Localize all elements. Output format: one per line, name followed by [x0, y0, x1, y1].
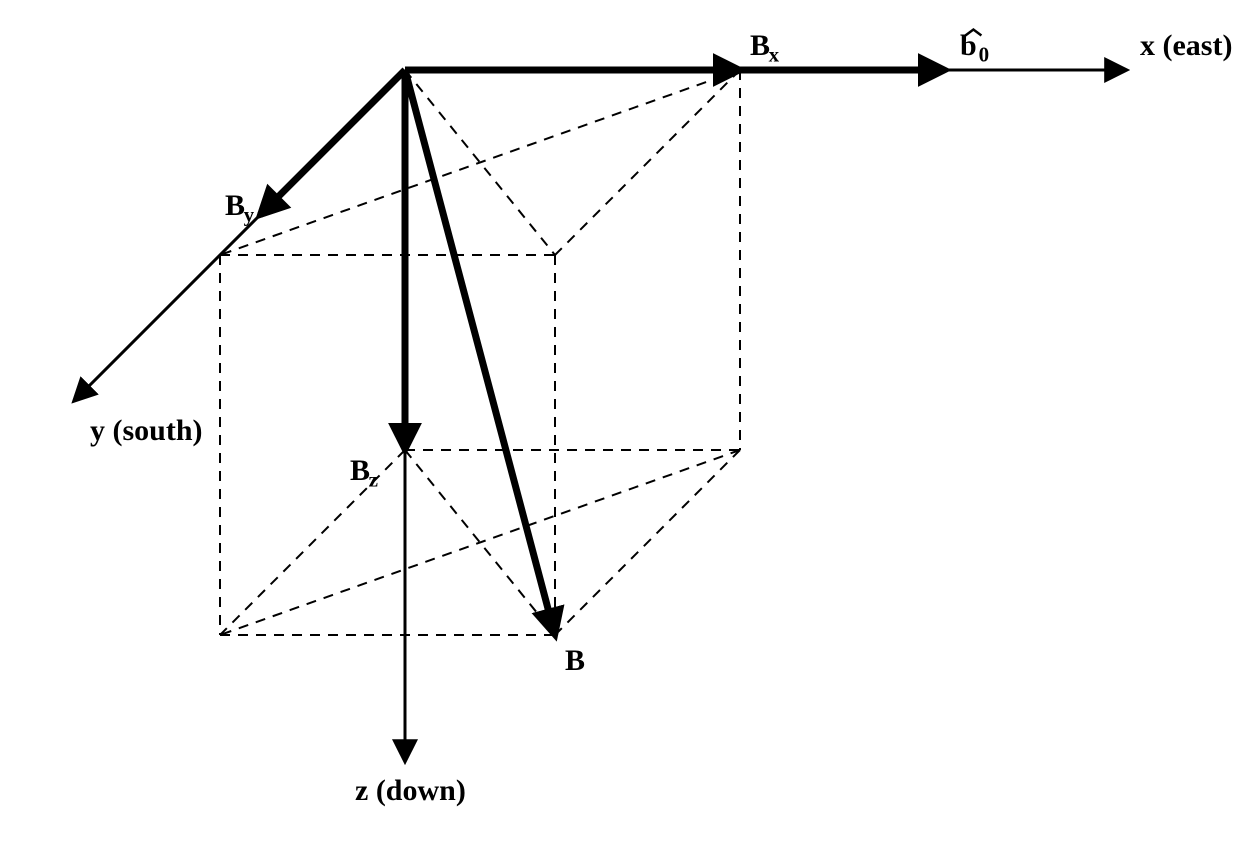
svg-text:x: x: [769, 43, 780, 67]
label-b0: b0: [960, 29, 989, 67]
svg-text:x (east): x (east): [1140, 29, 1232, 62]
label-x_axis: x (east): [1140, 29, 1232, 62]
svg-text:B: B: [565, 644, 585, 677]
svg-text:B: B: [750, 29, 770, 62]
label-Bx: Bx: [750, 29, 780, 67]
vector-diagram: x (east)y (south)z (down)BxByBzBb0: [0, 0, 1240, 842]
svg-text:B: B: [225, 189, 245, 222]
svg-text:y (south): y (south): [90, 414, 203, 447]
svg-text:0: 0: [979, 43, 990, 67]
label-y_axis: y (south): [90, 414, 203, 447]
vector-B: [405, 70, 555, 635]
label-z_axis: z (down): [355, 774, 466, 807]
label-By: By: [225, 189, 255, 227]
svg-text:z: z: [369, 468, 378, 492]
svg-text:B: B: [350, 454, 370, 487]
svg-text:z (down): z (down): [355, 774, 466, 807]
label-Bz: Bz: [350, 454, 378, 492]
label-B: B: [565, 644, 585, 677]
svg-text:y: y: [244, 203, 255, 227]
